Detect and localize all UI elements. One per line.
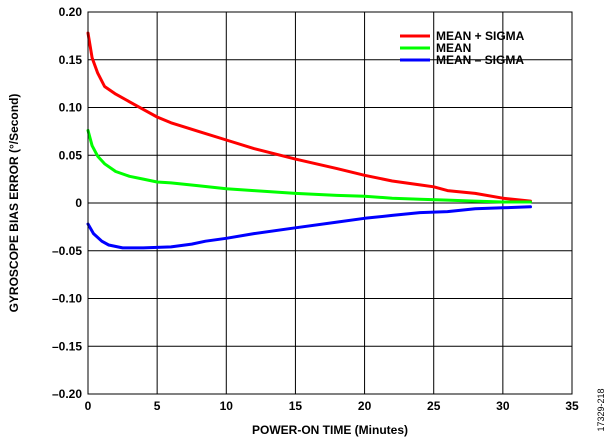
x-tick-label: 20	[358, 399, 372, 413]
y-tick-label: –0.10	[52, 292, 82, 306]
series-line-mean-sigma	[86, 205, 532, 250]
y-tick-labels: 0.20 0.15 0.10 0.05 0 –0.05 –0.10 –0.15 –0.20	[52, 5, 82, 401]
x-tick-label: 35	[565, 399, 579, 413]
plot-frame	[87, 11, 573, 395]
y-tick-label: –0.15	[52, 339, 82, 353]
x-axis-label: POWER-ON TIME (Minutes)	[252, 423, 408, 437]
y-tick-label: –0.05	[52, 244, 82, 258]
x-tick-label: 25	[427, 399, 441, 413]
series-line-mean	[86, 128, 532, 204]
series-line-mean-sigma	[86, 31, 532, 203]
x-tick-label: 10	[220, 399, 234, 413]
x-tick-label: 5	[154, 399, 161, 413]
y-tick-label: 0.15	[59, 53, 83, 67]
y-tick-label: 0	[75, 196, 82, 210]
y-tick-label: 0.05	[59, 148, 83, 162]
y-tick-label: 0.10	[59, 101, 83, 115]
x-tick-label: 30	[496, 399, 510, 413]
series-lines	[86, 31, 532, 250]
legend-label-mean-sigma: MEAN – SIGMA	[436, 53, 524, 67]
x-tick-label: 0	[85, 399, 92, 413]
legend-label-mean-sigma: MEAN + SIGMA	[436, 29, 525, 43]
figure-id: 17329-218	[596, 388, 606, 431]
x-tick-label: 15	[289, 399, 303, 413]
y-axis-label: GYROSCOPE BIAS ERROR (°/Second)	[7, 94, 21, 313]
y-tick-label: 0.20	[59, 5, 83, 19]
x-tick-labels: 0 5 10 15 20 25 30 35	[85, 399, 579, 413]
legend-label-mean: MEAN	[436, 41, 471, 55]
y-tick-label: –0.20	[52, 387, 82, 401]
